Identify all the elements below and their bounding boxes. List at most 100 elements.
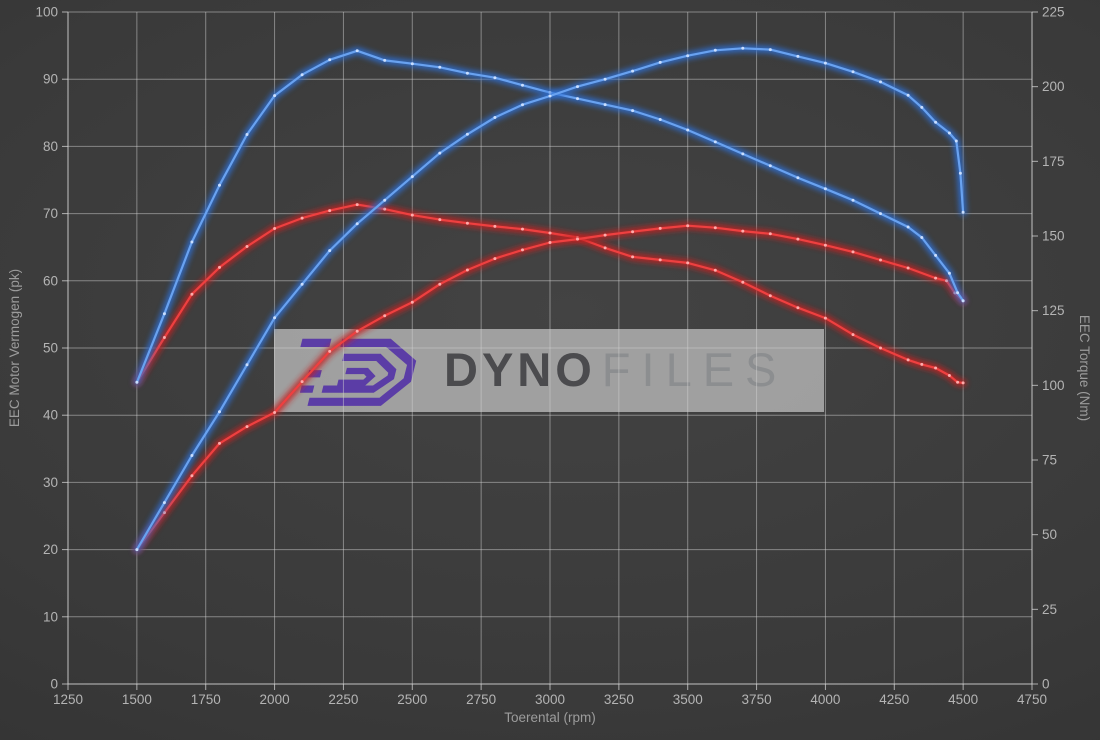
curve-marker-tuned-torque	[465, 71, 469, 75]
logo-ring-outer	[307, 338, 417, 406]
curve-marker-stock-torque	[355, 203, 359, 207]
curve-marker-tuned-torque	[947, 271, 951, 275]
curve-marker-stock-torque	[383, 207, 387, 211]
curve-marker-tuned-torque	[823, 187, 827, 191]
curve-marker-stock-power	[383, 314, 387, 318]
curve-marker-stock-torque	[465, 221, 469, 225]
y-right-tick-label: 25	[1042, 602, 1057, 617]
curve-marker-tuned-torque	[956, 291, 960, 295]
x-tick-label: 3500	[673, 692, 703, 707]
curve-marker-tuned-torque	[686, 128, 690, 132]
x-tick-label: 4000	[810, 692, 840, 707]
curve-marker-stock-power	[603, 233, 607, 237]
axis-ticks	[62, 11, 1038, 690]
x-tick-label: 2750	[466, 692, 496, 707]
curve-marker-stock-torque	[521, 227, 524, 231]
curve-tuned-power	[133, 44, 967, 554]
curve-marker-tuned-torque	[383, 58, 387, 62]
curve-marker-tuned-torque	[438, 65, 442, 69]
y-left-tick-label: 80	[43, 139, 58, 154]
curve-marker-stock-torque	[851, 333, 855, 337]
curve-marker-tuned-torque	[631, 109, 635, 113]
curve-marker-tuned-power	[603, 77, 607, 81]
curve-marker-stock-power	[906, 266, 910, 270]
logo-ring-middle	[321, 353, 397, 393]
curve-marker-stock-power	[658, 226, 662, 230]
axis-tick-labels: 1250 1500 1750 2000 2250 2500 2750 3000 3250 3500…	[35, 5, 1064, 708]
curve-marker-tuned-power	[162, 501, 166, 505]
curve-marker-tuned-power	[906, 93, 910, 97]
curve-marker-stock-power	[934, 276, 938, 280]
curve-marker-stock-power	[328, 349, 332, 353]
curve-marker-stock-torque	[438, 218, 442, 222]
y-right-tick-label: 150	[1042, 229, 1065, 244]
curve-marker-stock-power	[190, 474, 194, 478]
curve-marker-stock-power	[273, 411, 277, 414]
curve-marker-stock-torque	[796, 306, 800, 310]
curve-marker-tuned-power	[328, 249, 332, 253]
curve-marker-tuned-power	[576, 85, 579, 89]
curve-marker-stock-power	[218, 441, 221, 445]
y-right-tick-label: 175	[1042, 154, 1065, 169]
curve-marker-tuned-power	[741, 46, 745, 50]
curve-marker-tuned-torque	[273, 94, 277, 98]
curve-marker-tuned-torque	[603, 103, 607, 107]
curve-marker-tuned-torque	[245, 133, 249, 136]
curve-marker-tuned-torque	[934, 253, 938, 257]
y-right-tick-label: 50	[1042, 527, 1057, 542]
curve-marker-tuned-torque	[410, 62, 414, 66]
curve-marker-stock-torque	[920, 362, 924, 366]
watermark-text-primary: DYNO	[444, 343, 596, 396]
x-axis-label: Toerental (rpm)	[504, 710, 596, 725]
curve-marker-stock-torque	[300, 216, 304, 220]
curve-marker-stock-torque	[961, 381, 965, 385]
y-left-tick-label: 70	[43, 206, 58, 221]
curve-marker-tuned-power	[438, 151, 442, 155]
curve-marker-tuned-power	[300, 282, 304, 286]
curve-marker-stock-torque	[190, 292, 194, 296]
curve-marker-stock-torque	[713, 268, 717, 272]
curve-marker-tuned-torque	[355, 49, 359, 53]
curve-marker-stock-torque	[603, 246, 607, 250]
curve-marker-tuned-torque	[493, 76, 497, 80]
y-left-tick-label: 40	[43, 408, 58, 423]
curve-marker-stock-torque	[658, 258, 662, 262]
x-tick-label: 2500	[397, 692, 427, 707]
curve-marker-stock-power	[548, 241, 552, 244]
curve-marker-tuned-power	[958, 171, 962, 175]
curve-stock-power	[133, 222, 967, 554]
curve-marker-tuned-power	[548, 94, 552, 98]
y-right-tick-label: 225	[1042, 5, 1065, 20]
y-left-tick-label: 20	[43, 542, 58, 557]
curve-marker-tuned-power	[920, 105, 924, 109]
curves	[133, 44, 967, 554]
y-left-tick-label: 100	[35, 5, 58, 20]
curve-marker-tuned-power	[686, 54, 690, 58]
y-left-tick-label: 30	[43, 475, 58, 490]
curve-marker-stock-torque	[548, 231, 552, 235]
curve-marker-stock-power	[521, 248, 524, 252]
curve-marker-tuned-torque	[300, 73, 304, 77]
y-right-tick-label: 200	[1042, 79, 1065, 94]
curve-marker-tuned-power	[961, 210, 965, 214]
x-tick-label: 4500	[948, 692, 978, 707]
curve-marker-stock-power	[741, 229, 745, 233]
curve-marker-tuned-torque	[135, 380, 139, 384]
x-tick-label: 4250	[879, 692, 909, 707]
x-tick-label: 1500	[122, 692, 152, 707]
y-right-axis-label: EEC Torque (Nm)	[1077, 315, 1092, 421]
curve-marker-tuned-power	[218, 410, 221, 414]
curve-marker-tuned-power	[631, 69, 635, 73]
curve-marker-stock-power	[686, 224, 690, 228]
curve-marker-tuned-torque	[713, 140, 717, 144]
x-tick-label: 3750	[742, 692, 772, 707]
curve-marker-stock-torque	[631, 255, 635, 259]
curve-marker-tuned-power	[823, 61, 827, 65]
curve-marker-stock-torque	[768, 294, 772, 298]
curve-marker-stock-torque	[906, 358, 910, 362]
y-left-tick-label: 10	[43, 609, 58, 624]
curve-marker-tuned-power	[521, 103, 524, 107]
curve-marker-tuned-power	[954, 139, 958, 143]
curve-marker-stock-torque	[741, 280, 745, 284]
